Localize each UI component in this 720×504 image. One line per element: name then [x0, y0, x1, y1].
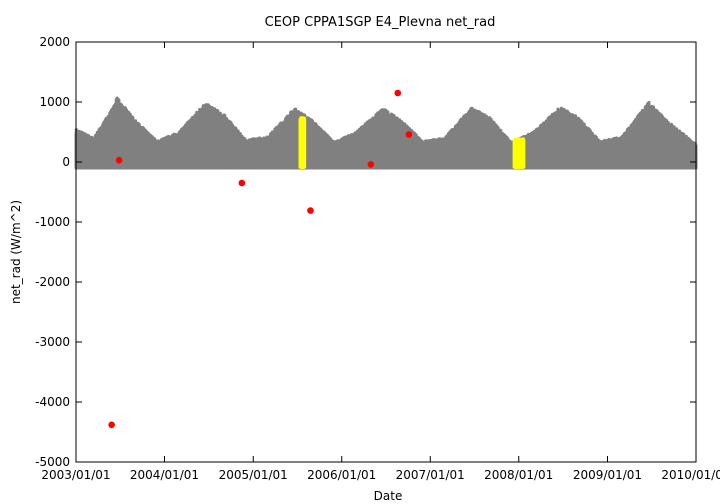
x-tick-label: 2009/01/01 — [573, 468, 642, 482]
x-axis-label: Date — [374, 489, 403, 503]
data-point-red — [394, 89, 402, 97]
data-point-red — [405, 131, 413, 138]
y-axis: 2000 1000 0 -1000 -2000 -3000 -4000 -5000 — [35, 35, 696, 469]
plot-frame — [75, 41, 697, 463]
y-tick-label: -1000 — [35, 215, 70, 229]
y-tick-label: -4000 — [35, 395, 70, 409]
data-point-red — [115, 156, 123, 164]
chart-title: CEOP CPPA1SGP E4_Plevna net_rad — [265, 15, 496, 30]
series-yellow — [298, 116, 526, 169]
series-red — [108, 89, 413, 429]
x-tick-label: 2008/01/01 — [484, 468, 553, 482]
x-tick-label: 2006/01/01 — [307, 468, 376, 482]
y-tick-label: 2000 — [39, 35, 70, 49]
y-tick-label: -3000 — [35, 335, 70, 349]
data-point-red — [307, 207, 314, 214]
y-tick-label: -5000 — [35, 455, 70, 469]
series-gray — [74, 96, 698, 170]
y-tick-label: 1000 — [39, 95, 70, 109]
data-point-red — [238, 179, 246, 187]
x-tick-label: 2004/01/01 — [130, 468, 199, 482]
x-tick-label: 2007/01/01 — [396, 468, 465, 482]
y-axis-label: net_rad (W/m^2) — [9, 200, 23, 304]
x-axis: 2003/01/01 2004/01/01 2005/01/01 2006/01/01… — [41, 42, 720, 482]
data-point-red — [108, 421, 115, 429]
y-tick-label: 0 — [62, 155, 70, 169]
x-tick-label: 2010/01/01 — [661, 468, 720, 482]
plot-area — [74, 89, 698, 429]
data-point-red — [367, 161, 375, 168]
x-tick-label: 2005/01/01 — [219, 468, 288, 482]
x-tick-label: 2003/01/01 — [41, 468, 110, 482]
y-tick-label: -2000 — [35, 275, 70, 289]
